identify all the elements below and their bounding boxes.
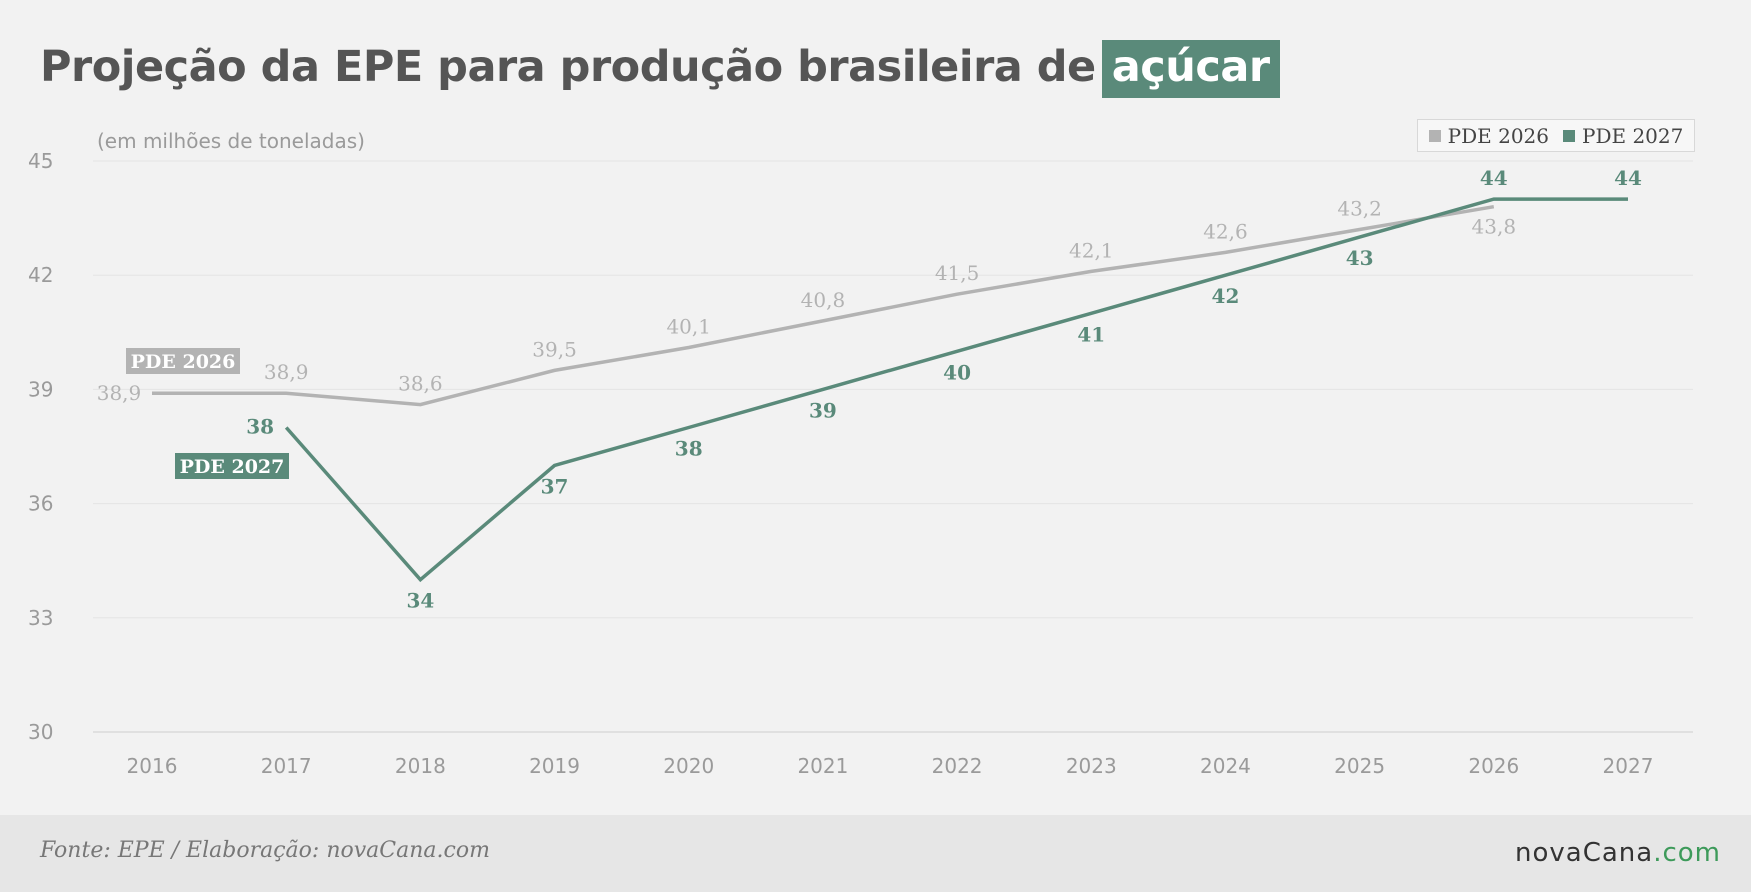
y-tick-label-36: 36 — [28, 492, 53, 516]
data-label-pde-2026-2026: 43,8 — [1472, 215, 1517, 239]
x-tick-label-2024: 2024 — [1200, 754, 1251, 778]
legend-item-pde-2027: PDE 2027 — [1563, 124, 1683, 148]
x-tick-label-2018: 2018 — [395, 754, 446, 778]
series-line-pde-2027 — [284, 197, 1628, 583]
chart-legend: PDE 2026 PDE 2027 — [1417, 119, 1695, 152]
x-tick-label-2016: 2016 — [127, 754, 178, 778]
legend-label-pde-2027: PDE 2027 — [1582, 123, 1684, 148]
title-main: Projeção da EPE para produção brasileira… — [40, 42, 1096, 92]
data-label-pde-2027-2026: 44 — [1480, 166, 1508, 190]
data-label-pde-2026-2020: 40,1 — [666, 315, 711, 339]
x-tick-label-2021: 2021 — [797, 754, 848, 778]
logo-suffix: .com — [1653, 838, 1721, 868]
series-tag-pde-2027: PDE 2027 — [180, 456, 285, 478]
data-label-pde-2026-2025: 43,2 — [1337, 197, 1382, 221]
x-tick-label-2022: 2022 — [932, 754, 983, 778]
data-label-pde-2026-2021: 40,8 — [801, 288, 846, 312]
series-tag-pde-2026: PDE 2026 — [131, 351, 236, 373]
data-label-pde-2026-2016: 38,9 — [97, 381, 142, 405]
source-note: Fonte: EPE / Elaboração: novaCana.com — [40, 838, 490, 863]
data-label-pde-2026-2024: 42,6 — [1203, 219, 1248, 243]
data-label-pde-2027-2017: 38 — [246, 414, 274, 438]
chart-subtitle: (em milhões de toneladas) — [97, 129, 365, 153]
data-label-pde-2027-2020: 38 — [675, 436, 703, 460]
data-label-pde-2027-2027: 44 — [1614, 166, 1642, 190]
legend-label-pde-2026: PDE 2026 — [1447, 123, 1549, 148]
data-label-pde-2027-2018: 34 — [406, 589, 434, 613]
y-tick-label-45: 45 — [28, 149, 53, 173]
data-label-pde-2027-2021: 39 — [809, 398, 837, 422]
data-label-pde-2027-2023: 41 — [1077, 322, 1105, 346]
data-label-pde-2026-2023: 42,1 — [1069, 238, 1114, 262]
x-tick-label-2027: 2027 — [1603, 754, 1654, 778]
data-label-pde-2027-2022: 40 — [943, 360, 971, 384]
y-tick-label-42: 42 — [28, 263, 53, 287]
y-tick-label-33: 33 — [28, 606, 53, 630]
line-chart: 30 33 36 39 42 45 2016 2017 2018 2019 2020 2021 2022… — [28, 149, 1693, 778]
data-label-pde-2027-2024: 42 — [1212, 284, 1240, 308]
series-line-pde-2026 — [152, 204, 1495, 407]
x-tick-label-2020: 2020 — [663, 754, 714, 778]
data-label-pde-2027-2025: 43 — [1346, 246, 1374, 270]
legend-swatch-pde-2026 — [1428, 129, 1441, 142]
data-label-pde-2026-2019: 39,5 — [532, 337, 577, 361]
series-tag-box-pde-2027 — [175, 453, 289, 479]
x-tick-label-2026: 2026 — [1468, 754, 1519, 778]
y-tick-label-30: 30 — [28, 720, 53, 744]
title-highlight: açúcar — [1101, 40, 1280, 98]
novacana-logo: novaCana.com — [1515, 838, 1721, 868]
data-label-pde-2027-2019: 37 — [541, 475, 569, 499]
x-tick-label-2023: 2023 — [1066, 754, 1117, 778]
series-tag-box-pde-2026 — [126, 348, 240, 374]
y-tick-label-39: 39 — [28, 377, 53, 401]
x-tick-label-2017: 2017 — [261, 754, 312, 778]
legend-item-pde-2026: PDE 2026 — [1428, 123, 1549, 148]
chart-title: Projeção da EPE para produção brasileira… — [40, 40, 1280, 98]
x-tick-label-2019: 2019 — [529, 754, 580, 778]
logo-main: novaCana — [1515, 838, 1654, 868]
x-tick-label-2025: 2025 — [1334, 754, 1385, 778]
data-label-pde-2026-2017: 38,9 — [264, 360, 309, 384]
footer-bar — [0, 815, 1751, 892]
legend-swatch-pde-2027 — [1563, 129, 1575, 142]
data-label-pde-2026-2018: 38,6 — [398, 372, 443, 396]
data-label-pde-2026-2022: 41,5 — [935, 261, 980, 285]
